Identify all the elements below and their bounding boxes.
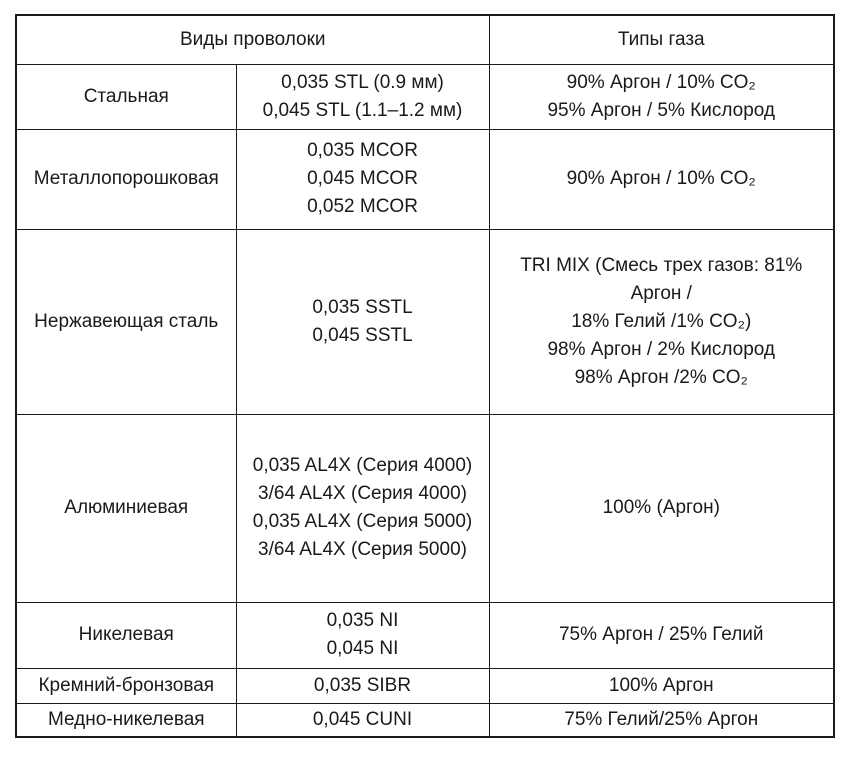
wire-type-cell: Медно-никелевая: [15, 702, 237, 737]
header-wire-types: Виды проволоки: [15, 14, 490, 65]
table-row-aluminum: Алюминиевая 0,035 AL4X (Серия 4000) 3/64…: [15, 413, 835, 603]
table-header-row: Виды проволоки Типы газа: [15, 14, 835, 65]
wire-gas-table: Виды проволоки Типы газа Стальная 0,035 …: [15, 14, 835, 738]
gas-types-cell: 75% Гелий/25% Аргон: [488, 702, 835, 737]
table-row-nickel: Никелевая 0,035 NI 0,045 NI 75% Аргон / …: [15, 601, 835, 669]
gas-types-cell: 90% Аргон / 10% CO₂: [488, 128, 835, 230]
header-gas-types: Типы газа: [488, 14, 835, 65]
wire-sizes-cell: 0,035 MCOR 0,045 MCOR 0,052 MCOR: [235, 128, 490, 230]
table-row-silicon-bronze: Кремний-бронзовая 0,035 SIBR 100% Аргон: [15, 667, 835, 704]
wire-type-cell: Алюминиевая: [15, 413, 237, 603]
wire-sizes-cell: 0,045 CUNI: [235, 702, 490, 737]
gas-types-cell: 100% Аргон: [488, 667, 835, 704]
wire-type-cell: Стальная: [15, 63, 237, 130]
wire-sizes-cell: 0,035 SSTL 0,045 SSTL: [235, 228, 490, 415]
wire-type-cell: Нержавеющая сталь: [15, 228, 237, 415]
wire-sizes-cell: 0,035 AL4X (Серия 4000) 3/64 AL4X (Серия…: [235, 413, 490, 603]
table-row-steel: Стальная 0,035 STL (0.9 мм) 0,045 STL (1…: [15, 63, 835, 130]
wire-type-cell: Никелевая: [15, 601, 237, 669]
wire-type-cell: Кремний-бронзовая: [15, 667, 237, 704]
table-row-metal-cored: Металлопорошковая 0,035 MCOR 0,045 MCOR …: [15, 128, 835, 230]
table-row-stainless: Нержавеющая сталь 0,035 SSTL 0,045 SSTL …: [15, 228, 835, 415]
table-row-copper-nickel: Медно-никелевая 0,045 CUNI 75% Гелий/25%…: [15, 702, 835, 737]
gas-types-cell: 75% Аргон / 25% Гелий: [488, 601, 835, 669]
wire-sizes-cell: 0,035 SIBR: [235, 667, 490, 704]
gas-types-cell: 90% Аргон / 10% CO₂ 95% Аргон / 5% Кисло…: [488, 63, 835, 130]
gas-types-cell: TRI MIX (Смесь трех газов: 81% Аргон / 1…: [488, 228, 835, 415]
wire-sizes-cell: 0,035 STL (0.9 мм) 0,045 STL (1.1–1.2 мм…: [235, 63, 490, 130]
gas-types-cell: 100% (Аргон): [488, 413, 835, 603]
wire-sizes-cell: 0,035 NI 0,045 NI: [235, 601, 490, 669]
wire-type-cell: Металлопорошковая: [15, 128, 237, 230]
